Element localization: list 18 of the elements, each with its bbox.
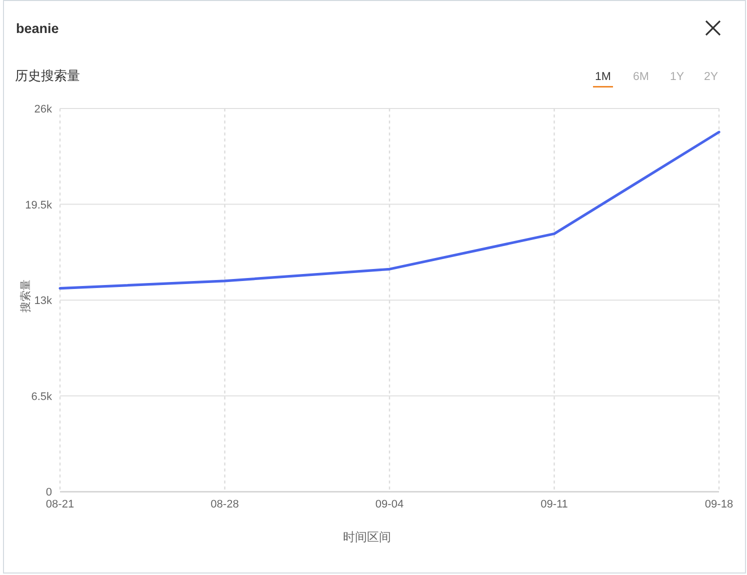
tab-label: 1M (595, 71, 611, 83)
tab-label: 6M (633, 71, 649, 83)
x-tick: 08-21 (46, 498, 74, 511)
y-tick: 6.5k (31, 390, 52, 403)
y-tick: 26k (34, 104, 52, 116)
x-tick: 09-18 (704, 498, 734, 511)
x-tick: 09-04 (375, 498, 404, 511)
subtitle: 历史搜索量 (15, 68, 80, 83)
ylabel: 搜索量 (20, 280, 32, 312)
y-tick: 0 (46, 486, 52, 499)
x-tick: 08-28 (210, 498, 239, 511)
y-tick: 13k (34, 295, 52, 308)
xlabel: 时间区间 (343, 530, 391, 544)
x-tick: 09-11 (540, 498, 568, 511)
tab-label: 1Y (670, 71, 684, 83)
y-tick: 19.5k (25, 199, 52, 212)
title: beanie (16, 21, 59, 36)
tab-label: 2Y (704, 71, 718, 83)
